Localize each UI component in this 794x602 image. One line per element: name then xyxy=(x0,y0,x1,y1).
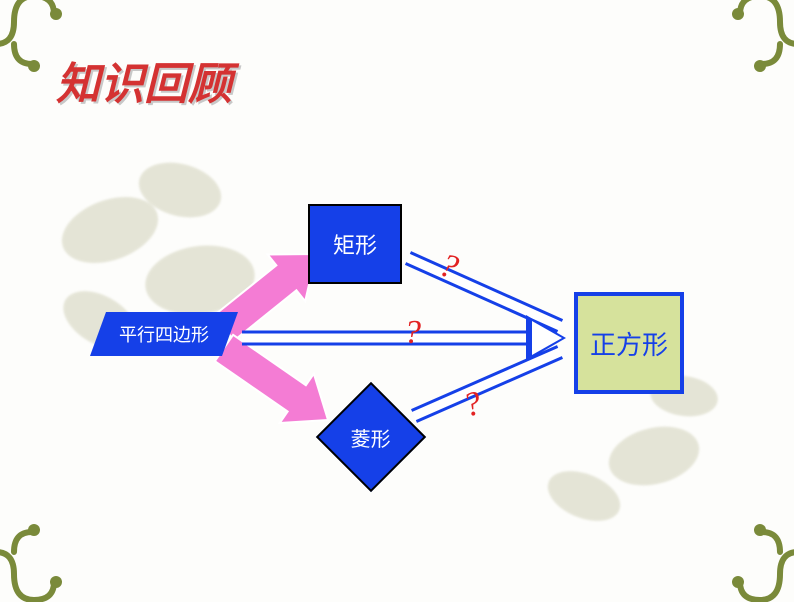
question-mark-middle: ? xyxy=(404,314,421,352)
node-rhombus-label: 菱形 xyxy=(351,423,391,452)
node-rhombus: 菱形 xyxy=(316,382,426,492)
node-parallelogram-label: 平行四边形 xyxy=(119,321,209,347)
ornament-bottom-left xyxy=(0,522,74,602)
ornament-top-right xyxy=(720,0,794,74)
node-rectangle: 矩形 xyxy=(308,204,402,284)
node-square: 正方形 xyxy=(574,292,684,394)
node-parallelogram: 平行四边形 xyxy=(90,312,238,356)
page-title: 知识回顾 xyxy=(56,48,232,112)
question-mark-top: ? xyxy=(434,246,463,288)
question-mark-bottom: ? xyxy=(459,384,485,425)
node-square-label: 正方形 xyxy=(590,325,668,362)
node-rectangle-label: 矩形 xyxy=(333,228,377,260)
